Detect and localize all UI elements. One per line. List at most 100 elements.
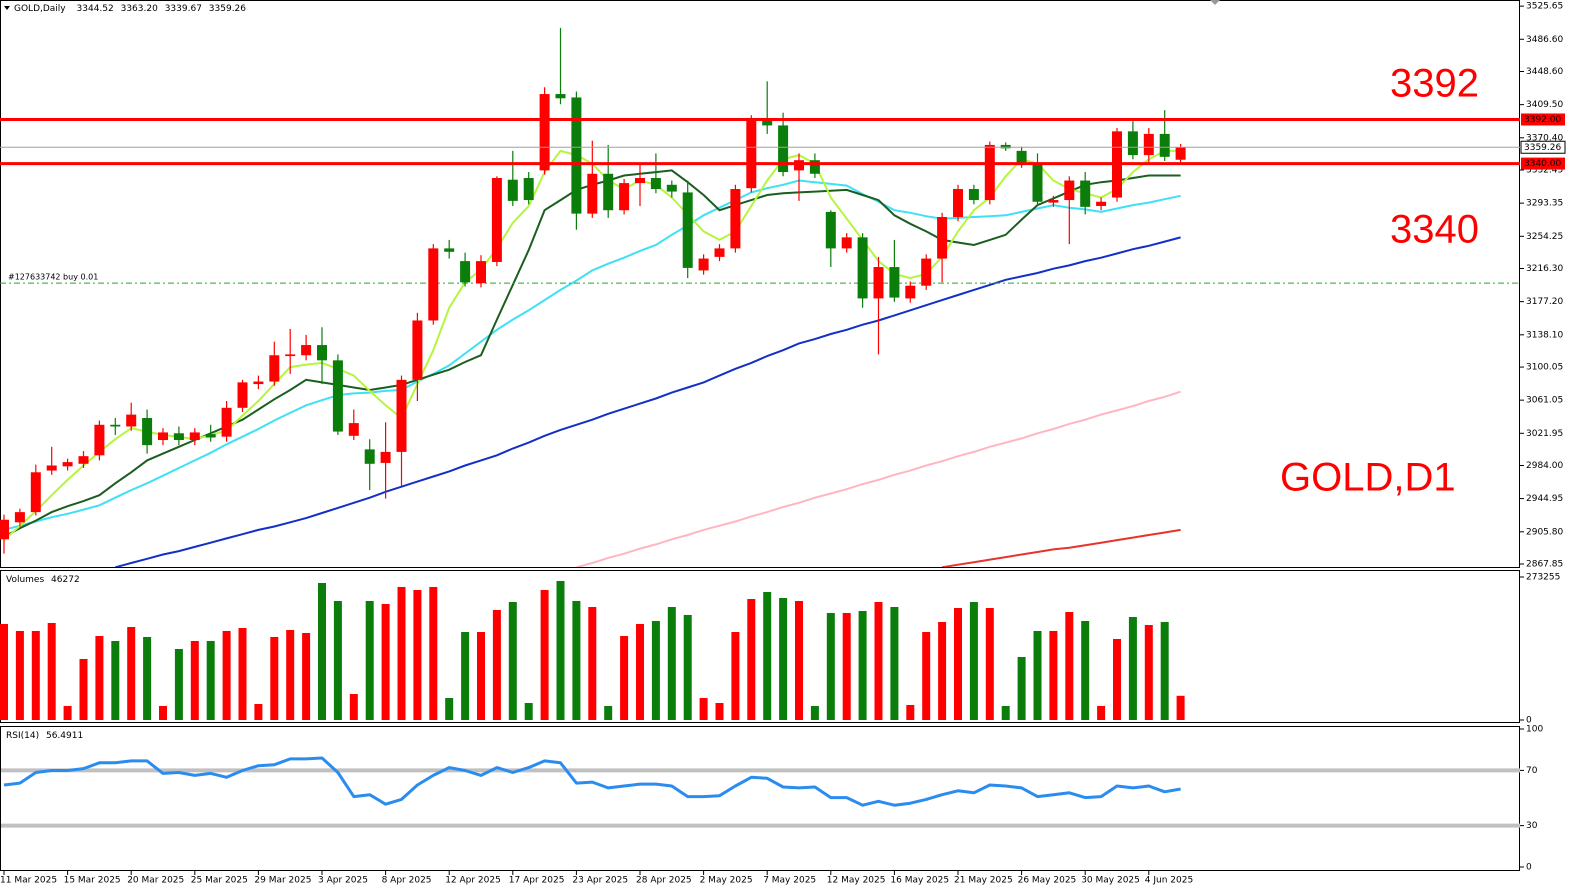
volume-bar (842, 612, 851, 720)
volume-bar (985, 608, 994, 720)
candle-body (301, 345, 312, 356)
candle-body (714, 248, 725, 257)
x-tick-label: 20 Mar 2025 (127, 876, 184, 886)
volume-bar (381, 603, 390, 720)
candle-body (1064, 180, 1075, 201)
candle-body (523, 178, 534, 201)
volume-bar (143, 637, 152, 720)
volume-bar (1001, 705, 1010, 720)
header-high: 3363.20 (121, 4, 158, 14)
volume-bar (206, 640, 215, 720)
candle-body (889, 267, 900, 298)
rsi-label: RSI(14) (6, 731, 39, 741)
volume-bar (810, 705, 819, 720)
header-close: 3359.26 (209, 4, 246, 14)
level-annotation: 3340 (1390, 208, 1479, 252)
volume-bar (302, 632, 311, 720)
volume-bar (954, 608, 962, 720)
volume-bar (938, 621, 947, 720)
candle-body (237, 382, 248, 408)
rsi-title: RSI(14) 56.4911 (6, 731, 83, 741)
y-tick-label: 3021.95 (1526, 429, 1563, 439)
volume-bar (556, 581, 565, 720)
volume-bar (63, 705, 72, 720)
volume-bar (858, 610, 867, 720)
candle-body (539, 94, 550, 171)
rsi-panel-frame (0, 726, 1520, 871)
volume-bar (779, 598, 788, 720)
candle-body (1127, 131, 1138, 156)
volume-bar (349, 693, 358, 720)
candle-body (110, 424, 121, 427)
candle-body (380, 451, 391, 463)
volume-label: Volumes (6, 575, 44, 585)
volume-bar (477, 631, 485, 720)
candle-body (778, 125, 789, 173)
candle-body (332, 360, 343, 432)
volume-bar (874, 601, 883, 720)
moving-average (115, 236, 1181, 567)
candle-body (348, 423, 359, 436)
x-tick-label: 8 Apr 2025 (382, 876, 432, 886)
volume-bar (731, 631, 740, 720)
y-tick-label: 2984.00 (1526, 461, 1563, 471)
candle-body (905, 285, 916, 299)
volume-bar (715, 702, 724, 720)
x-tick-label: 7 May 2025 (763, 876, 816, 886)
candle-body (364, 449, 375, 464)
symbol-period: GOLD,Daily (14, 4, 66, 14)
rsi-last: 56.4911 (46, 731, 83, 741)
candle-body (1175, 147, 1186, 160)
volume-bar (95, 636, 104, 720)
y-tick-label: 273255 (1526, 573, 1560, 583)
candle-body (650, 178, 661, 190)
x-tick-label: 12 Apr 2025 (445, 876, 501, 886)
chart-annotation: GOLD,D1 (1280, 456, 1456, 500)
menu-arrow[interactable] (4, 6, 10, 10)
candle-body (476, 261, 486, 284)
moving-average (576, 390, 1181, 567)
price-plot: #127633742 buy 0.01 (0, 27, 1520, 567)
header: GOLD,Daily 3344.52 3363.20 3339.67 3359.… (14, 4, 246, 14)
candle-body (953, 189, 963, 218)
candle-body (14, 512, 25, 523)
header-low: 3339.67 (165, 4, 202, 14)
volume-bar (1065, 611, 1074, 720)
x-tick-label: 30 May 2025 (1081, 876, 1140, 886)
candle-body (428, 248, 439, 321)
y-tick-label: 2905.80 (1526, 527, 1563, 537)
volume-bar (333, 600, 342, 720)
candle-body (762, 118, 773, 126)
y-tick-label: 100 (1526, 725, 1543, 735)
candle-body (1159, 133, 1170, 157)
volume-bar (1113, 638, 1121, 720)
candle-body (285, 354, 296, 357)
candle-body (142, 417, 153, 446)
y-tick-label: 3061.05 (1526, 396, 1563, 406)
candle-body (1016, 150, 1027, 164)
candle-body (825, 211, 836, 249)
volume-bar (47, 622, 56, 720)
volume-bar (1081, 620, 1090, 720)
volume-bar (1144, 625, 1153, 720)
candle-body (412, 320, 423, 380)
volume-bar (492, 609, 501, 720)
volume-bar (763, 591, 772, 720)
volume-bar (890, 607, 899, 720)
candle-body (1143, 133, 1154, 156)
order-label: #127633742 buy 0.01 (8, 273, 98, 282)
volume-bar (270, 637, 279, 720)
y-tick-label: 3525.65 (1526, 2, 1563, 12)
volume-bar (127, 627, 136, 720)
volume-bar (636, 623, 644, 720)
x-tick-label: 26 May 2025 (1018, 876, 1077, 886)
candle-body (1080, 180, 1091, 207)
volume-bar (1049, 630, 1058, 720)
x-tick-label: 25 Mar 2025 (191, 876, 248, 886)
volume-bar (540, 590, 549, 720)
volume-bar (826, 612, 835, 720)
candle-body (396, 379, 407, 452)
volume-bar (969, 601, 978, 720)
volume-bar (1160, 621, 1169, 720)
y-tick-label: 3177.20 (1526, 297, 1563, 307)
